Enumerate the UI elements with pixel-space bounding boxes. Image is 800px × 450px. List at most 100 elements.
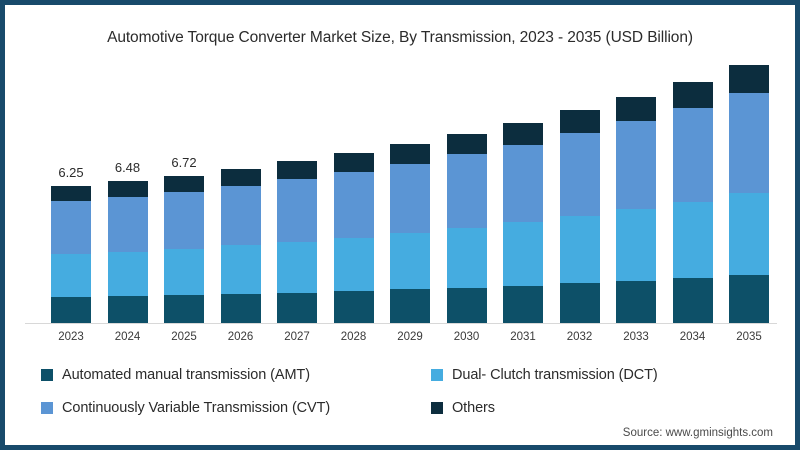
- x-tick-label: 2029: [397, 331, 423, 343]
- legend-swatch-others: [431, 402, 443, 414]
- x-tick-label: 2025: [171, 331, 197, 343]
- bar-segment[interactable]: [729, 193, 769, 275]
- chart-canvas: Automotive Torque Converter Market Size,…: [5, 5, 795, 445]
- bar-segment[interactable]: [616, 280, 656, 323]
- bar-segment[interactable]: [390, 144, 430, 164]
- bar-segment[interactable]: [390, 233, 430, 290]
- bar-segment[interactable]: [503, 285, 543, 323]
- bar-segment[interactable]: [277, 179, 317, 242]
- x-tick-label: 2033: [623, 331, 649, 343]
- bar-segment[interactable]: [616, 96, 656, 122]
- legend-swatch-amt: [41, 369, 53, 381]
- bar-segment[interactable]: [446, 227, 487, 288]
- bar-segment[interactable]: [390, 163, 430, 234]
- chart-title: Automotive Torque Converter Market Size,…: [107, 29, 693, 46]
- bar-segment[interactable]: [390, 289, 430, 323]
- legend-label-amt: Automated manual transmission (AMT): [62, 367, 310, 383]
- x-tick-label: 2031: [510, 331, 536, 343]
- bar-segment[interactable]: [51, 297, 91, 323]
- x-tick-label: 2034: [679, 331, 706, 343]
- bar-group[interactable]: 6.48: [107, 160, 148, 323]
- bar-segment[interactable]: [51, 186, 91, 202]
- x-tick-label: 2023: [58, 331, 84, 343]
- x-tick-label: 2028: [340, 331, 367, 343]
- bar-segment[interactable]: [729, 65, 769, 94]
- source-attribution: Source: www.gminsights.com: [622, 427, 773, 439]
- bar-segment[interactable]: [446, 287, 487, 323]
- bar-segment[interactable]: [164, 295, 204, 323]
- bar-segment[interactable]: [559, 110, 600, 134]
- bar-segment[interactable]: [277, 161, 317, 180]
- bar-segment[interactable]: [559, 216, 600, 284]
- bar-segment[interactable]: [672, 107, 713, 202]
- bar-segment[interactable]: [672, 201, 713, 278]
- bar-segment[interactable]: [107, 251, 148, 297]
- bar-group[interactable]: [729, 65, 769, 323]
- x-tick-label: 2024: [114, 331, 141, 343]
- bar-group[interactable]: [277, 161, 317, 323]
- legend-label-others: Others: [452, 400, 495, 416]
- legend-swatch-dct: [431, 369, 443, 381]
- bar-group[interactable]: [672, 81, 713, 323]
- bar-segment[interactable]: [616, 121, 656, 210]
- x-tick-label: 2035: [736, 331, 762, 343]
- bar-segment[interactable]: [107, 196, 148, 252]
- bar-group[interactable]: [220, 168, 261, 323]
- bar-segment[interactable]: [333, 171, 374, 238]
- bar-segment[interactable]: [164, 175, 204, 192]
- bar-segment[interactable]: [107, 296, 148, 323]
- bar-segment[interactable]: [277, 241, 317, 293]
- bar-segment[interactable]: [164, 248, 204, 296]
- x-tick-label: 2026: [227, 331, 254, 343]
- x-axis-line: [25, 323, 777, 324]
- bar-value-label: 6.48: [114, 159, 141, 175]
- plot-area: 6.25 6.48 6.72: [25, 60, 775, 323]
- bar-segment[interactable]: [107, 181, 148, 197]
- bar-segment[interactable]: [446, 134, 487, 155]
- bar-segment[interactable]: [164, 191, 204, 249]
- x-tick-label: 2032: [566, 331, 593, 343]
- bar-segment[interactable]: [51, 201, 91, 255]
- legend-row-1: Automated manual transmission (AMT) Dual…: [41, 367, 761, 400]
- legend-row-2: Continuously Variable Transmission (CVT)…: [41, 400, 761, 433]
- bar-value-label: 6.72: [171, 154, 197, 170]
- bar-segment[interactable]: [277, 292, 317, 323]
- bar-group[interactable]: 6.25: [51, 165, 91, 323]
- bar-group[interactable]: [559, 110, 600, 323]
- bar-segment[interactable]: [220, 245, 261, 294]
- bar-segment[interactable]: [333, 291, 374, 323]
- x-tick-label: 2030: [453, 331, 480, 343]
- bar-group[interactable]: [333, 153, 374, 323]
- bar-segment[interactable]: [220, 168, 261, 186]
- bar-segment[interactable]: [333, 153, 374, 172]
- bar-group[interactable]: [390, 144, 430, 323]
- bar-segment[interactable]: [503, 222, 543, 286]
- bar-group[interactable]: 6.72: [164, 155, 204, 323]
- bar-segment[interactable]: [446, 154, 487, 228]
- bar-segment[interactable]: [672, 81, 713, 108]
- bar-segment[interactable]: [503, 144, 543, 223]
- bar-segment[interactable]: [729, 93, 769, 194]
- x-tick-label: 2027: [284, 331, 310, 343]
- bar-segment[interactable]: [503, 122, 543, 145]
- bar-segment[interactable]: [220, 293, 261, 323]
- legend-item-others[interactable]: Others: [431, 400, 495, 416]
- legend-item-amt[interactable]: Automated manual transmission (AMT): [41, 367, 310, 383]
- bar-group[interactable]: [616, 96, 656, 323]
- x-axis-tick-labels: 2023 2024 2025 2026 2027 2028 2029 2030 2031 2032…: [25, 327, 775, 349]
- bar-segment[interactable]: [729, 274, 769, 323]
- bar-group[interactable]: [446, 134, 487, 323]
- bar-segment[interactable]: [616, 209, 656, 281]
- bar-segment[interactable]: [559, 133, 600, 217]
- chart-legend: Automated manual transmission (AMT) Dual…: [41, 367, 761, 433]
- bar-segment[interactable]: [220, 185, 261, 246]
- bar-segment[interactable]: [672, 277, 713, 323]
- legend-item-cvt[interactable]: Continuously Variable Transmission (CVT): [41, 400, 330, 416]
- bar-segment[interactable]: [51, 254, 91, 298]
- bar-segment[interactable]: [333, 237, 374, 292]
- bar-value-label: 6.25: [58, 165, 84, 181]
- bar-segment[interactable]: [559, 283, 600, 323]
- legend-item-dct[interactable]: Dual- Clutch transmission (DCT): [431, 367, 658, 383]
- bar-group[interactable]: [503, 122, 543, 323]
